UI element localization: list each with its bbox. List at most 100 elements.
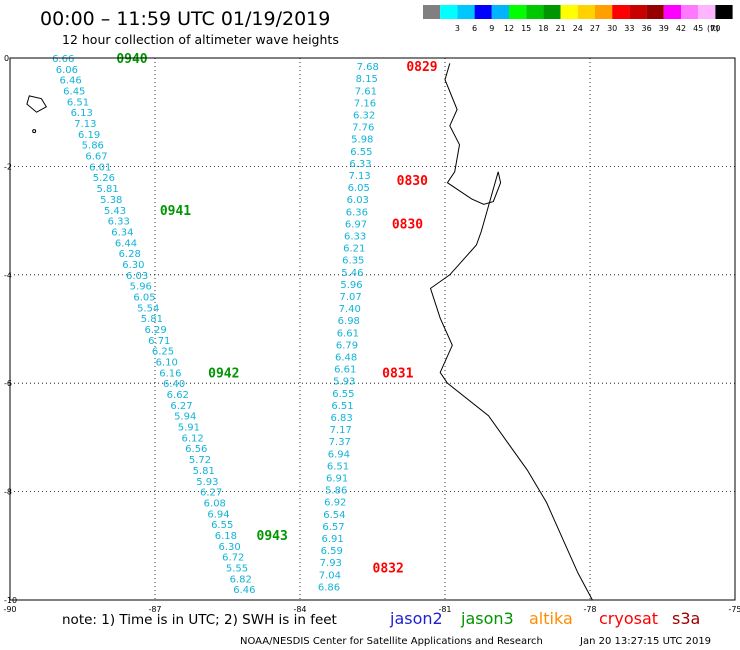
- legend-swatch: [474, 5, 492, 19]
- legend-label: 45: [693, 24, 703, 33]
- wave-height-value: 6.66: [52, 54, 74, 65]
- wave-height-value: 6.21: [343, 244, 365, 255]
- legend-label: 36: [642, 24, 652, 33]
- axis-tick-labels: -90 -87 -84 -81 -78 -75 0 -2 -4 -6 -8 -10: [3, 54, 740, 614]
- wave-height-value: 6.55: [350, 147, 372, 158]
- legend-swatch: [698, 5, 716, 19]
- wave-height-value: 8.15: [356, 74, 378, 85]
- wave-height-value: 6.46: [59, 76, 81, 87]
- wave-height-value: 7.13: [74, 119, 96, 130]
- wave-height-value: 7.61: [355, 86, 377, 97]
- wave-height-value: 6.61: [337, 328, 359, 339]
- altimeter-tracks: 6.666.066.466.456.516.137.136.195.866.67…: [52, 52, 438, 596]
- lon-tick-label: -90: [3, 605, 16, 614]
- pass-time-label: 0832: [373, 561, 404, 576]
- wave-height-value: 6.79: [336, 340, 358, 351]
- wave-height-value: 5.55: [226, 564, 248, 575]
- legend-label: 6: [472, 24, 477, 33]
- wave-height-value: 7.04: [319, 570, 341, 581]
- wave-height-value: 6.40: [163, 379, 185, 390]
- lat-lon-grid: [10, 58, 735, 600]
- wave-height-value: 6.71: [148, 336, 170, 347]
- wave-height-legend: 3 6 9 12 15 18 21 24 27 30 33 36 39 42 45 70: [423, 5, 733, 33]
- track-jason3: 6.666.066.466.456.516.137.136.195.866.67…: [52, 52, 288, 596]
- legend-swatch: [560, 5, 578, 19]
- map-frame: [9, 57, 736, 601]
- wave-height-value: 6.59: [321, 546, 343, 557]
- pass-time-label: 0940: [116, 52, 147, 67]
- legend-swatch: [577, 5, 595, 19]
- wave-height-value: 5.93: [333, 377, 355, 388]
- wave-height-value: 7.76: [352, 123, 374, 134]
- wave-height-value: 6.61: [334, 365, 356, 376]
- legend-swatch: [509, 5, 527, 19]
- wave-height-value: 6.27: [170, 401, 192, 412]
- wave-height-value: 6.05: [133, 293, 155, 304]
- wave-height-value: 5.43: [104, 206, 126, 217]
- wave-height-value: 6.46: [233, 585, 255, 596]
- wave-height-value: 6.57: [322, 522, 344, 533]
- wave-height-value: 6.94: [207, 509, 229, 520]
- wave-height-value: 6.48: [335, 353, 357, 364]
- track-cryosat: 7.688.157.617.166.327.765.986.556.337.13…: [318, 60, 438, 593]
- lat-tick-label: -6: [4, 379, 12, 388]
- wave-height-value: 6.36: [346, 207, 368, 218]
- wave-height-value: 6.72: [222, 553, 244, 564]
- wave-height-value: 6.13: [71, 108, 93, 119]
- wave-height-value: 6.16: [159, 368, 181, 379]
- wave-height-value: 6.08: [204, 498, 226, 509]
- pass-time-label: 0831: [382, 366, 413, 381]
- lon-tick-label: -81: [438, 605, 451, 614]
- legend-label: 39: [659, 24, 669, 33]
- wave-height-value: 6.91: [321, 534, 343, 545]
- wave-height-value: 6.05: [348, 183, 370, 194]
- wave-height-value: 7.68: [357, 62, 379, 73]
- pass-time-label: 0830: [397, 174, 428, 189]
- south-america-coastline: [429, 63, 593, 601]
- legend-label: 33: [624, 24, 634, 33]
- wave-height-value: 7.40: [339, 304, 361, 315]
- satellite-key-jason2: jason2: [389, 609, 443, 628]
- legend-swatch: [543, 5, 561, 19]
- wave-height-value: 5.96: [130, 282, 152, 293]
- wave-height-value: 6.33: [108, 217, 130, 228]
- wave-height-value: 5.94: [174, 412, 196, 423]
- wave-height-value: 6.06: [56, 65, 78, 76]
- wave-height-value: 6.54: [323, 510, 345, 521]
- lat-tick-label: -10: [4, 596, 17, 605]
- lon-tick-label: -78: [583, 605, 596, 614]
- wave-height-value: 5.38: [100, 195, 122, 206]
- wave-height-value: 6.92: [324, 498, 346, 509]
- legend-label: 24: [573, 24, 583, 33]
- pass-time-label: 0943: [257, 529, 288, 544]
- lat-tick-label: -8: [4, 488, 12, 497]
- wave-height-value: 6.33: [344, 232, 366, 243]
- legend-label: 15: [521, 24, 531, 33]
- wave-height-value: 6.97: [345, 219, 367, 230]
- wave-height-value: 6.51: [327, 461, 349, 472]
- legend-label: 30: [607, 24, 617, 33]
- legend-label: 70: [710, 24, 720, 33]
- wave-height-value: 7.16: [354, 98, 376, 109]
- wave-height-value: 6.62: [167, 390, 189, 401]
- wave-height-value: 7.17: [330, 425, 352, 436]
- wave-height-value: 6.32: [353, 111, 375, 122]
- wave-height-value: 6.19: [78, 130, 100, 141]
- wave-height-value: 7.37: [329, 437, 351, 448]
- wave-height-value: 6.91: [326, 474, 348, 485]
- galapagos-island: [26, 95, 47, 113]
- wave-height-value: 7.13: [348, 171, 370, 182]
- wave-height-value: 6.83: [330, 413, 352, 424]
- lat-tick-label: 0: [4, 54, 9, 63]
- wave-height-value: 6.28: [119, 249, 141, 260]
- wave-height-value: 6.10: [156, 358, 178, 369]
- wave-height-value: 6.03: [126, 271, 148, 282]
- lat-tick-label: -4: [4, 271, 12, 280]
- wave-height-value: 6.30: [122, 260, 144, 271]
- lat-tick-label: -2: [4, 162, 12, 171]
- legend-swatch: [491, 5, 509, 19]
- wave-height-value: 6.98: [338, 316, 360, 327]
- wave-height-value: 6.51: [67, 97, 89, 108]
- wave-height-value: 7.93: [320, 558, 342, 569]
- wave-height-value: 6.25: [152, 347, 174, 358]
